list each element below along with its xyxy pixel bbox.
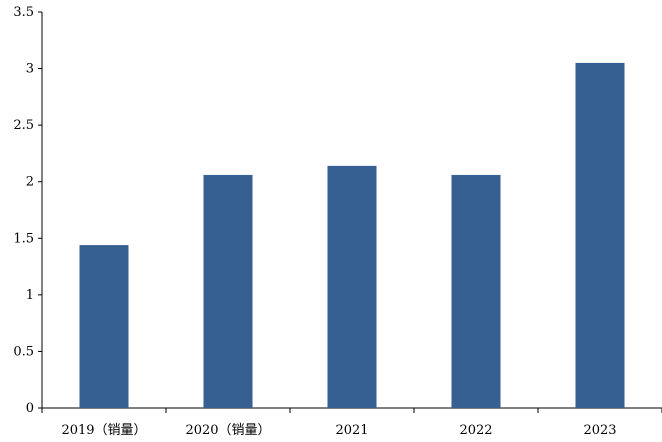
- y-tick-label: 1.5: [13, 231, 34, 246]
- y-tick-label: 3: [26, 62, 34, 77]
- x-tick-label: 2020（销量）: [185, 423, 270, 438]
- bar: [327, 165, 377, 408]
- x-tick-label: 2021: [335, 423, 368, 438]
- x-tick-label: 2023: [583, 423, 616, 438]
- y-tick-label: 0.5: [13, 344, 34, 359]
- x-tick-label: 2019（销量）: [61, 423, 146, 438]
- bar: [79, 245, 129, 408]
- x-tick-label: 2022: [459, 423, 492, 438]
- x-axis: 2019（销量） 2020（销量） 2021 2022 2023: [41, 407, 662, 438]
- y-tick-label: 1: [26, 288, 34, 303]
- bar: [203, 174, 253, 408]
- y-tick-label: 3.5: [13, 5, 34, 20]
- y-tick-label: 0: [26, 401, 34, 416]
- y-tick-label: 2.5: [13, 118, 34, 133]
- bars: [79, 62, 625, 409]
- bar: [451, 174, 501, 408]
- y-tick-label: 2: [26, 175, 34, 190]
- y-axis: 0 0.5 1 1.5 2 2.5 3 3.5: [13, 5, 43, 416]
- bar: [575, 62, 625, 409]
